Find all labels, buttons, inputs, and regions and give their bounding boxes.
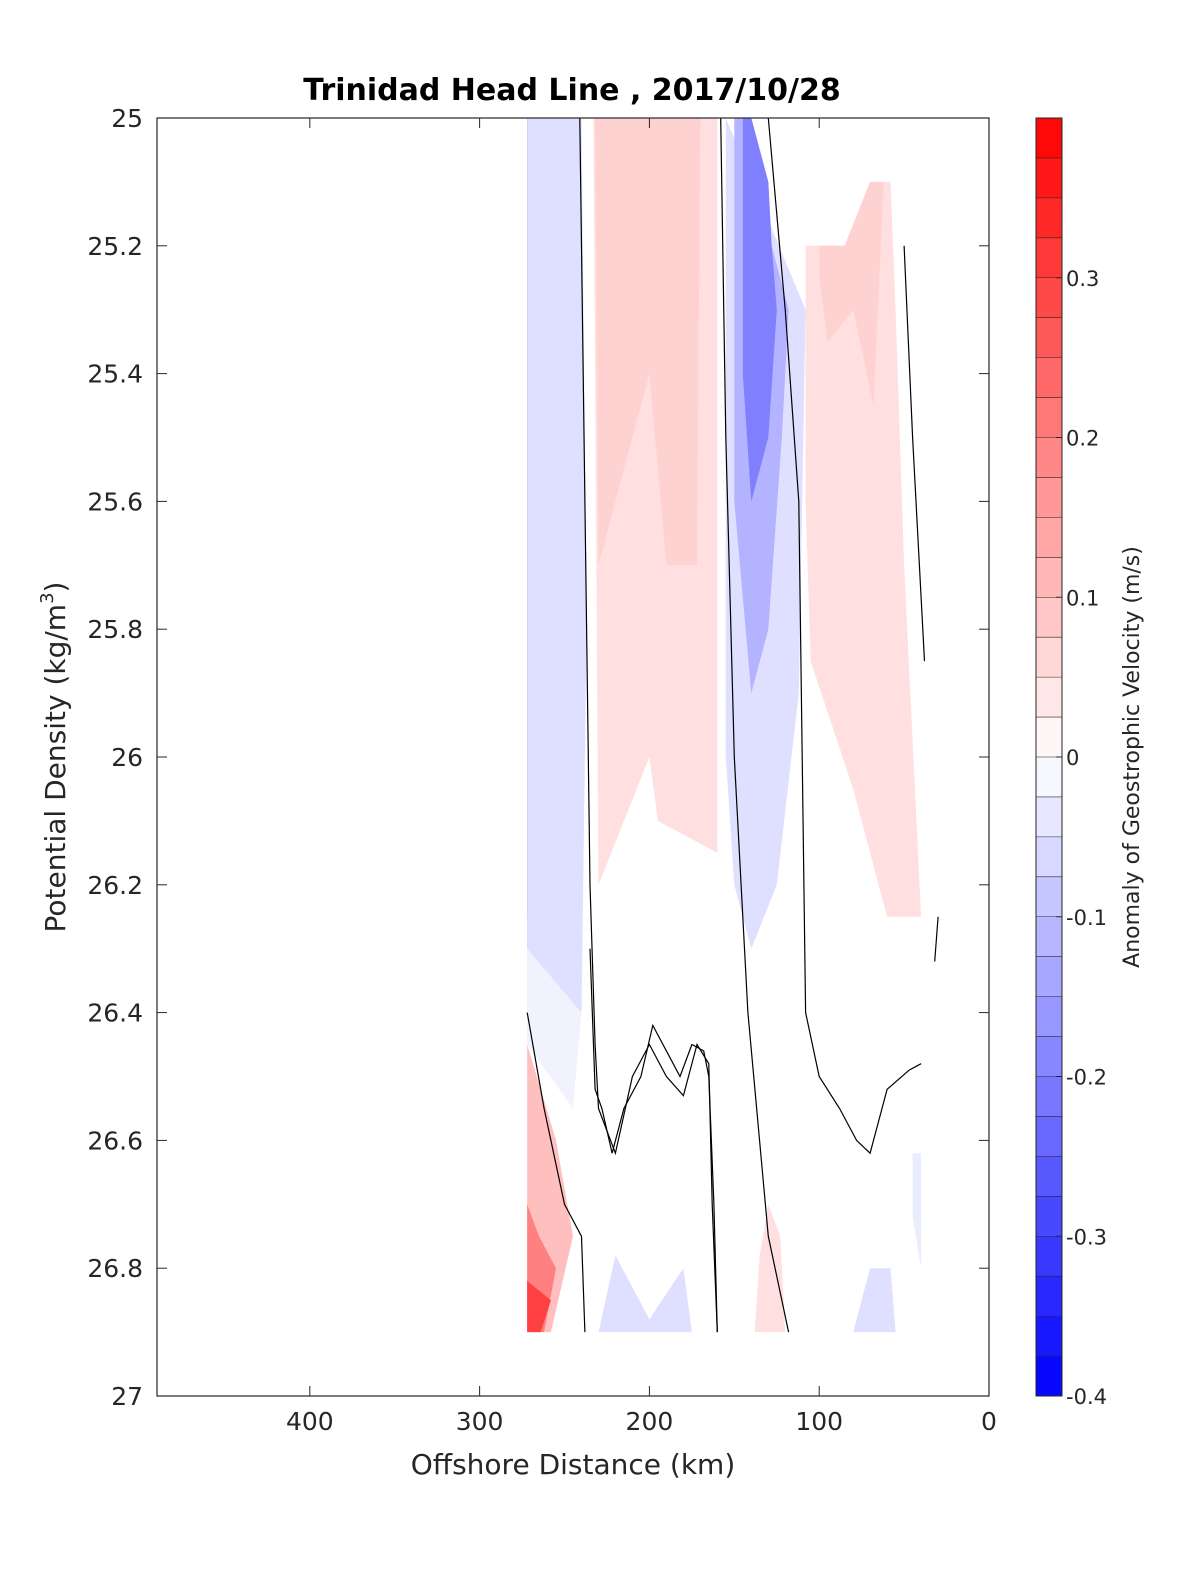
colorbar-step xyxy=(1036,597,1062,638)
colorbar-tick-label: 0.1 xyxy=(1066,586,1099,610)
contour-region-7 xyxy=(595,118,701,566)
colorbar-tick-label: -0.2 xyxy=(1066,1066,1107,1090)
colorbar-step xyxy=(1036,437,1062,478)
contour-region-15 xyxy=(527,1281,551,1333)
y-axis-label: Potential Density (kg/m3) xyxy=(37,582,72,933)
y-tick-label: 27 xyxy=(111,1382,143,1411)
contour-region-4 xyxy=(527,118,587,1077)
colorbar-step xyxy=(1036,157,1062,199)
colorbar-step xyxy=(1036,1156,1062,1197)
colorbar-step xyxy=(1036,1196,1062,1237)
x-tick-label: 0 xyxy=(981,1407,997,1436)
y-axis: 25 25.2 25.4 25.6 25.8 26 26.2 26.4 26.6 26.8 27 xyxy=(87,104,989,1411)
colorbar-step xyxy=(1036,1356,1062,1397)
y-axis-label-suffix: ) xyxy=(39,582,72,593)
chart-title: Trinidad Head Line , 2017/10/28 xyxy=(303,73,840,108)
contour-region-12 xyxy=(819,181,884,406)
colorbar-step xyxy=(1036,796,1062,838)
x-tick-label: 200 xyxy=(626,1407,674,1436)
y-axis-label-main: Potential Density (kg/m xyxy=(39,604,72,933)
colorbar-step xyxy=(1036,876,1062,918)
colorbar-step xyxy=(1036,757,1062,798)
colorbar-tick-label: -0.4 xyxy=(1066,1385,1107,1409)
zero-contour-line-7 xyxy=(934,916,939,962)
colorbar-step xyxy=(1036,277,1062,318)
x-axis-label: Offshore Distance (km) xyxy=(411,1448,736,1481)
zero-contour-line-3 xyxy=(589,948,718,1333)
zero-contour-line-6 xyxy=(903,245,926,662)
colorbar-step xyxy=(1036,1316,1062,1357)
colorbar-tick-label: -0.3 xyxy=(1066,1225,1107,1249)
plot-area: 400 300 200 100 0 25 25.2 25.4 25.6 25.8 26 26.2 26… xyxy=(87,104,997,1436)
colorbar-step xyxy=(1036,477,1062,518)
y-tick-label: 26.4 xyxy=(87,999,143,1028)
colorbar-step xyxy=(1036,237,1062,279)
y-tick-label: 26.2 xyxy=(87,871,143,900)
contour-region-10 xyxy=(742,118,777,502)
zero-contour-line-4 xyxy=(767,117,922,1155)
colorbar-label: Anomaly of Geostrophic Velocity (m/s) xyxy=(1120,546,1145,968)
colorbar-step xyxy=(1036,118,1062,159)
contour-region-16 xyxy=(598,1255,692,1333)
y-tick-label: 25.6 xyxy=(87,487,143,516)
y-tick-label: 26.8 xyxy=(87,1254,143,1283)
colorbar-step xyxy=(1036,996,1062,1037)
x-axis: 400 300 200 100 0 xyxy=(286,118,997,1436)
x-tick-label: 300 xyxy=(456,1407,504,1436)
colorbar-step xyxy=(1036,1236,1062,1277)
colorbar-step xyxy=(1036,397,1062,438)
contour-region-11 xyxy=(805,181,922,917)
zero-contour-line-2 xyxy=(720,117,790,1333)
colorbar-ticks: -0.4 -0.3 -0.2 -0.1 0 0.1 0.2 0.3 xyxy=(1056,267,1107,1409)
contour-region-18 xyxy=(853,1268,896,1333)
contour-region-5 xyxy=(527,948,582,1109)
y-tick-label: 25.4 xyxy=(87,360,143,389)
x-tick-label: 400 xyxy=(286,1407,334,1436)
colorbar-step xyxy=(1036,357,1062,398)
colorbar-tick-label: -0.1 xyxy=(1066,906,1107,930)
contour-region-19 xyxy=(912,1153,922,1269)
y-tick-label: 26.6 xyxy=(87,1126,143,1155)
colorbar-tick-label: 0 xyxy=(1066,746,1079,770)
colorbar-tick-label: 0.3 xyxy=(1066,267,1099,291)
colorbar-step xyxy=(1036,836,1062,878)
colorbar-step xyxy=(1036,677,1062,718)
y-tick-label: 25.2 xyxy=(87,232,143,261)
colorbar-step xyxy=(1036,717,1062,758)
y-tick-label: 25.8 xyxy=(87,615,143,644)
colorbar: -0.4 -0.3 -0.2 -0.1 0 0.1 0.2 0.3 xyxy=(1035,117,1107,1409)
colorbar-step xyxy=(1036,916,1062,957)
colorbar-steps xyxy=(1036,118,1062,1397)
colorbar-step xyxy=(1036,1116,1062,1157)
colorbar-step xyxy=(1036,557,1062,598)
y-tick-label: 26 xyxy=(111,743,143,772)
colorbar-step xyxy=(1036,517,1062,558)
colorbar-step xyxy=(1036,1076,1062,1117)
colorbar-step xyxy=(1036,317,1062,358)
colorbar-step xyxy=(1036,637,1062,678)
colorbar-step xyxy=(1036,1036,1062,1077)
y-tick-label: 25 xyxy=(111,104,143,133)
colorbar-step xyxy=(1036,197,1062,239)
colorbar-step xyxy=(1036,1276,1062,1317)
y-axis-label-superscript: 3 xyxy=(37,592,58,603)
x-tick-label: 100 xyxy=(795,1407,843,1436)
zero-contour-layer xyxy=(526,117,939,1333)
contour-region-17 xyxy=(754,1204,786,1333)
colorbar-tick-label: 0.2 xyxy=(1066,427,1099,451)
colorbar-step xyxy=(1036,956,1062,997)
zero-contour-line-5 xyxy=(526,1012,586,1333)
contour-fill-layer xyxy=(527,118,922,1333)
